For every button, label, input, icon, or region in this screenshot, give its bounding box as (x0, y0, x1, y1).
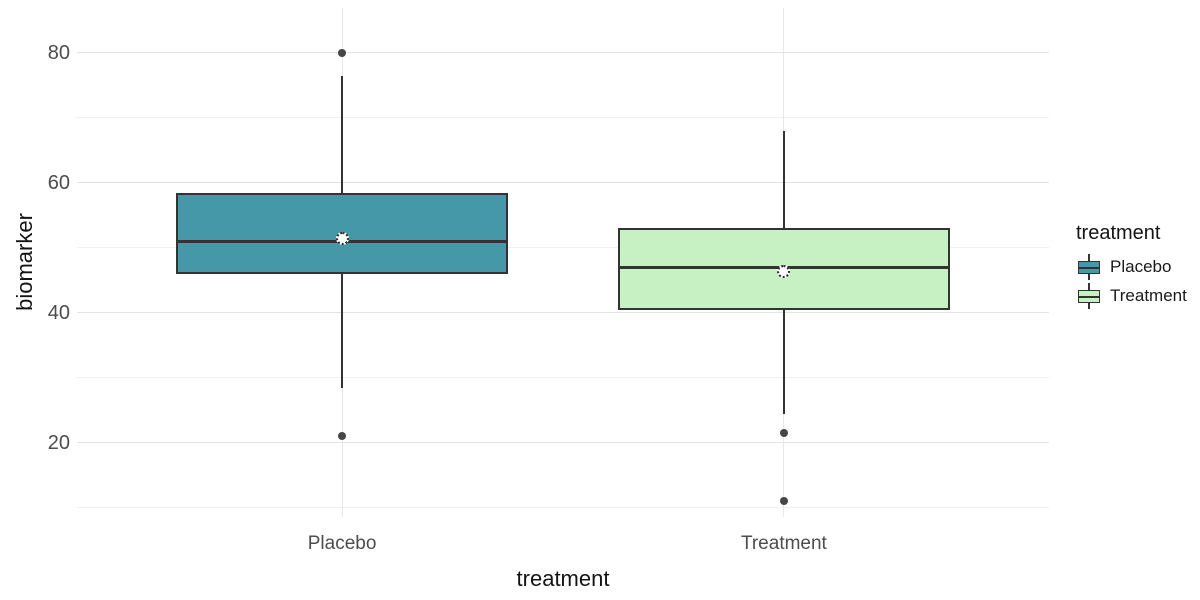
outlier-point-placebo (338, 48, 347, 57)
outlier-point-placebo (338, 432, 347, 441)
whisker-lower-treatment (782, 309, 785, 414)
legend-entry-label: Placebo (1110, 257, 1172, 276)
legend-key-glyph (1076, 283, 1102, 309)
legend-entry-label: Treatment (1110, 286, 1187, 305)
outlier-point-treatment (779, 429, 788, 438)
y-tick-label: 20 (47, 431, 70, 454)
y-gridline-minor (77, 377, 1049, 379)
y-tick-label: 80 (47, 41, 70, 64)
mean-point-treatment (777, 265, 791, 279)
outlier-point-treatment (779, 497, 788, 506)
x-category-label: Placebo (307, 533, 377, 554)
legend-key-glyph (1076, 254, 1102, 280)
y-gridline-minor (77, 247, 1049, 249)
y-gridline-major (77, 442, 1049, 444)
whisker-upper-treatment (782, 130, 785, 229)
y-gridline-minor (77, 507, 1049, 509)
y-gridline-major (77, 182, 1049, 184)
legend-key-median (1078, 266, 1100, 269)
legend-title: treatment (1076, 222, 1161, 244)
y-axis-title: biomarker (12, 213, 37, 311)
y-tick-label: 60 (47, 171, 70, 194)
legend-entries: Placebo Treatment (1076, 254, 1187, 309)
whisker-upper-placebo (341, 75, 344, 193)
whisker-lower-placebo (341, 273, 344, 388)
legend-entry: Treatment (1076, 283, 1187, 309)
legend: treatment Placebo Treatment (1076, 222, 1187, 312)
y-gridline-major (77, 52, 1049, 54)
mean-point-placebo (335, 231, 349, 245)
y-gridline-minor (77, 117, 1049, 119)
x-category-label: Treatment (740, 533, 827, 554)
legend-key-median (1078, 295, 1100, 298)
x-axis-title: treatment (516, 566, 610, 591)
legend-entry: Placebo (1076, 254, 1187, 280)
y-tick-label: 40 (47, 301, 70, 324)
y-gridline-major (77, 312, 1049, 314)
